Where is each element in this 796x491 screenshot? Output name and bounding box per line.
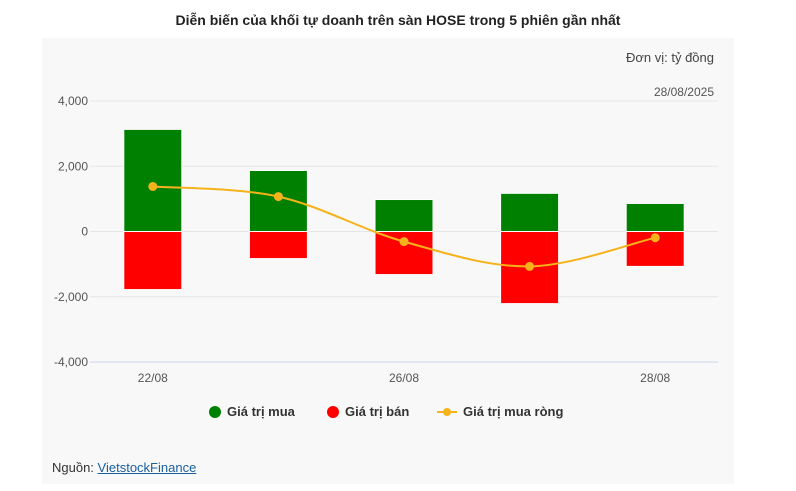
y-tick-label: 0 [81,225,88,239]
net-point [525,261,535,271]
buy-bar [625,202,685,233]
source-label: Nguồn: [52,460,98,475]
y-tick-label: -4,000 [54,355,88,369]
net-point [273,192,283,202]
sell-bar [248,231,308,260]
source-link[interactable]: VietstockFinance [97,460,197,475]
legend-sell-marker-icon [327,405,339,418]
x-tick-label: 22/08 [138,371,168,385]
legend-net-label: Giá trị mua ròng [463,404,564,419]
buy-bar [123,128,183,232]
legend-buy-marker-icon [209,405,221,418]
x-tick-label: 26/08 [389,371,419,385]
legend-item-net[interactable]: Giá trị mua ròng [437,404,563,419]
buy-bar [500,192,560,232]
legend-item-sell[interactable]: Giá trị bán [327,404,409,419]
net-point [399,237,409,247]
date-label: 28/08/2025 [653,85,714,99]
net-point [148,181,158,191]
chart-title: Diễn biến của khối tự doanh trên sàn HOS… [175,12,621,28]
unit-label: Đơn vị: tỷ đồng [625,50,714,65]
buy-bar [374,199,434,232]
x-tick-label: 28/08 [640,371,670,385]
y-tick-label: 4,000 [58,94,88,108]
net-point [650,233,660,243]
legend-item-buy[interactable]: Giá trị mua [209,404,295,419]
legend-net-marker-icon [437,407,457,416]
sell-bar [123,231,183,291]
y-tick-label: 2,000 [58,159,88,173]
source-note: Nguồn: VietstockFinance [52,460,196,475]
legend-sell-label: Giá trị bán [345,404,410,419]
legend-buy-label: Giá trị mua [227,404,295,419]
y-tick-label: -2,000 [54,290,88,304]
